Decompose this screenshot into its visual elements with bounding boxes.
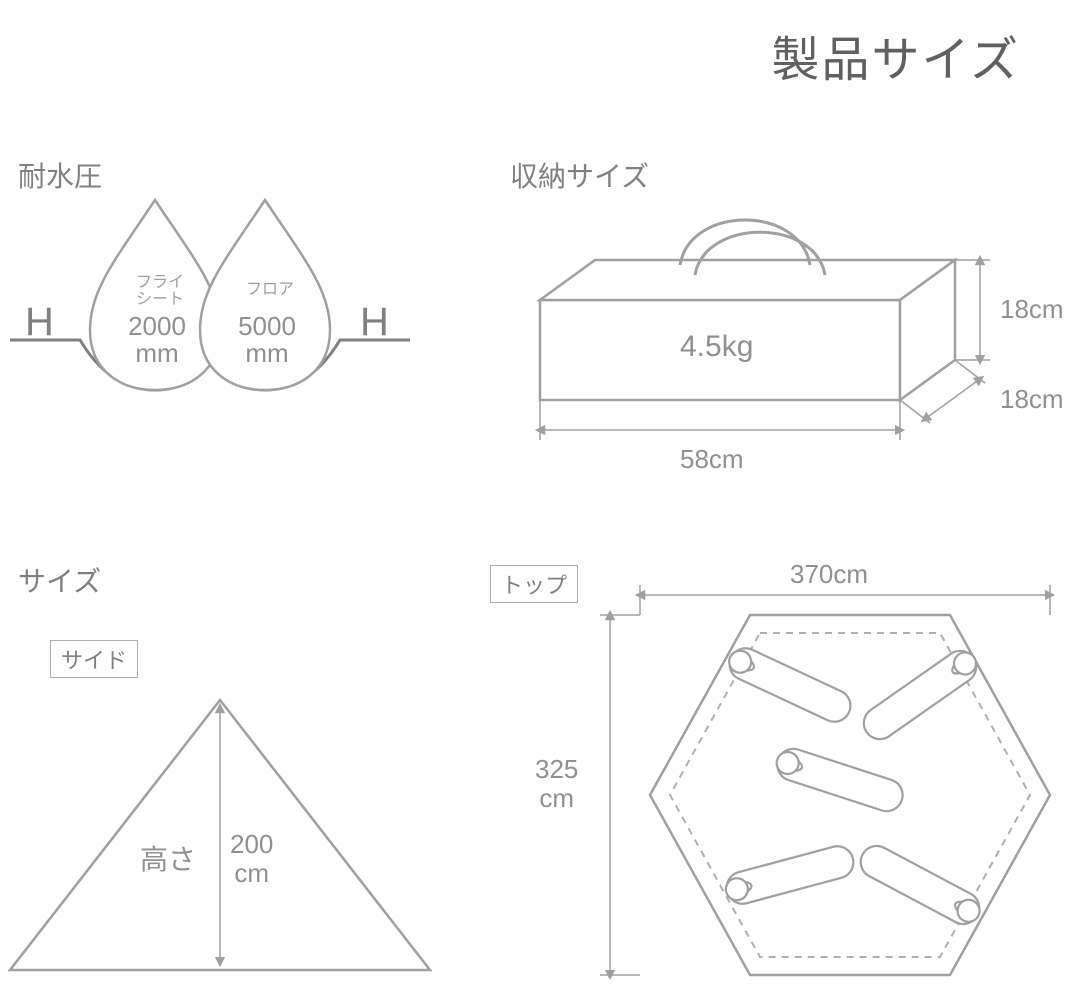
storage-weight: 4.5kg [680,330,753,363]
drop1-unit: mm [135,338,178,368]
size-label: サイズ [18,560,101,600]
side-diagram [0,670,440,990]
side-height-label: 高さ [140,845,196,876]
top-width: 370cm [790,560,868,589]
storage-diagram [500,170,1060,490]
top-height-num: 325 [535,754,578,784]
drop2-caption: フロア [240,282,300,299]
storage-depth: 18cm [1000,385,1064,414]
page-title: 製品サイズ [771,20,1020,90]
drop2-unit: mm [245,338,288,368]
h-right: H [360,300,389,345]
water-label: 耐水圧 [18,155,102,195]
drop1-caption: フライ シート [130,275,190,309]
h-left: H [25,300,54,345]
storage-width: 58cm [680,445,744,474]
drop1-num: 2000 [128,311,186,341]
top-height: 325 cm [535,755,578,812]
side-height-value: 200 cm [230,830,273,887]
storage-height: 18cm [1000,295,1064,324]
drop2-value: 5000 mm [232,313,302,368]
top-height-unit: cm [539,783,574,813]
drop1-value: 2000 mm [122,313,192,368]
drop2-num: 5000 [238,311,296,341]
side-height-num: 200 [230,829,273,859]
side-height-unit: cm [234,858,269,888]
